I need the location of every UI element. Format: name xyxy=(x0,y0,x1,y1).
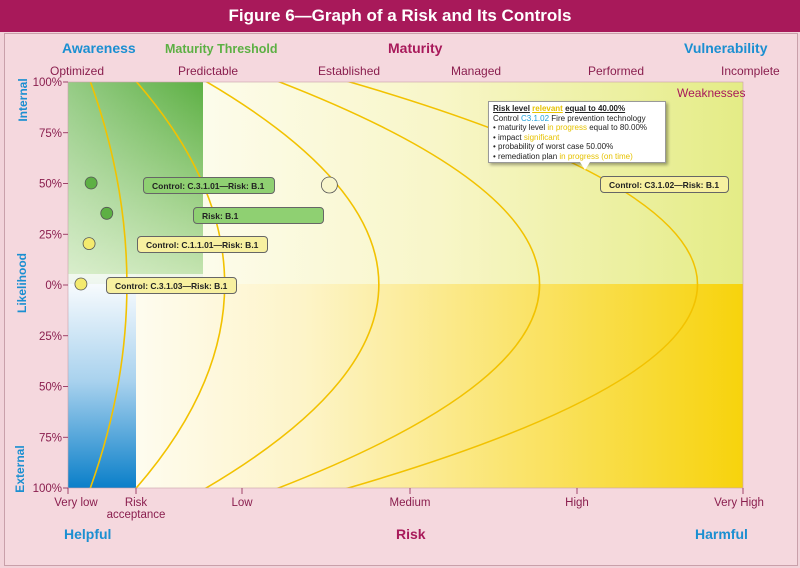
maturity-level-managed: Managed xyxy=(451,64,502,78)
awareness-header: Awareness xyxy=(62,40,136,56)
maturity-level-incomplete: Incomplete xyxy=(721,64,780,78)
risk-detail-callout: Risk level relevant equal to 40.00% Cont… xyxy=(488,101,666,163)
maturity-level-optimized: Optimized xyxy=(50,64,105,78)
callout-pointer xyxy=(580,162,590,170)
maturity-level-predictable: Predictable xyxy=(178,64,239,78)
maturity-level-established: Established xyxy=(318,64,381,78)
maturity-threshold-header: Maturity Threshold xyxy=(165,42,278,56)
iso-risk-curves xyxy=(89,82,699,488)
y-tick-label: 25% xyxy=(39,229,62,241)
helpful-header: Helpful xyxy=(64,526,112,542)
internal-axis-label: Internal xyxy=(16,78,30,122)
control-point[interactable] xyxy=(320,176,338,194)
harmful-header: Harmful xyxy=(695,526,748,542)
y-tick-label: 0% xyxy=(45,280,62,292)
control-pill-c3-1-02[interactable]: Control: C3.1.02—Risk: B.1 xyxy=(600,176,729,193)
likelihood-axis-label: Likelihood xyxy=(15,253,29,313)
y-tick-label: 50% xyxy=(39,382,62,394)
y-tick-label: 100% xyxy=(33,77,62,89)
x-tick-label: Low xyxy=(231,497,253,509)
risk-header: Risk xyxy=(396,526,426,542)
maturity-header: Maturity xyxy=(388,40,443,56)
x-tick-label: Very High xyxy=(714,497,764,509)
y-tick-label: 25% xyxy=(39,331,62,343)
maturity-level-performed: Performed xyxy=(588,64,645,78)
y-tick-label: 75% xyxy=(39,432,62,444)
y-tick-label: 50% xyxy=(39,179,62,191)
iso-risk-curve xyxy=(345,82,699,488)
y-tick-label: 100% xyxy=(33,483,62,495)
control-pill-c1-1-01[interactable]: Control: C.1.1.01—Risk: B.1 xyxy=(137,236,268,253)
risk-pill-b1[interactable]: Risk: B.1 xyxy=(193,207,324,224)
control-point[interactable] xyxy=(74,277,88,291)
iso-risk-curve xyxy=(276,82,541,488)
control-point[interactable] xyxy=(84,176,98,190)
y-tick-label: 75% xyxy=(39,128,62,140)
iso-risk-curve xyxy=(204,82,380,488)
figure-title: Figure 6—Graph of a Risk and Its Control… xyxy=(0,0,800,32)
weaknesses-label: Weaknesses xyxy=(677,86,746,100)
control-pill-c3-1-01[interactable]: Control: C.3.1.01—Risk: B.1 xyxy=(143,177,275,194)
external-axis-label: External xyxy=(13,445,27,493)
control-pill-c3-1-03[interactable]: Control: C.3.1.03—Risk: B.1 xyxy=(106,277,237,294)
x-tick-label: Risk acceptance xyxy=(107,497,166,521)
vulnerability-header: Vulnerability xyxy=(684,40,768,56)
x-tick-label: Medium xyxy=(390,497,431,509)
control-point[interactable] xyxy=(82,237,96,251)
external-region xyxy=(68,284,743,488)
x-tick-label: High xyxy=(565,497,589,509)
control-point[interactable] xyxy=(100,206,114,220)
x-tick-label: Very low xyxy=(54,497,98,509)
